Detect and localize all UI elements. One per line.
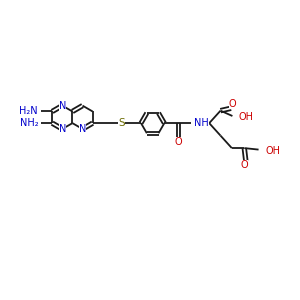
Text: N: N <box>79 124 86 134</box>
Text: N: N <box>58 100 66 111</box>
Text: S: S <box>118 118 125 128</box>
Text: O: O <box>229 99 236 109</box>
Text: OH: OH <box>265 146 280 156</box>
Text: OH: OH <box>239 112 254 122</box>
Text: O: O <box>175 137 182 147</box>
Text: NH: NH <box>194 118 209 128</box>
Text: NH₂: NH₂ <box>20 118 38 128</box>
Text: O: O <box>241 160 248 170</box>
Text: N: N <box>58 124 66 134</box>
Text: H₂N: H₂N <box>19 106 38 116</box>
